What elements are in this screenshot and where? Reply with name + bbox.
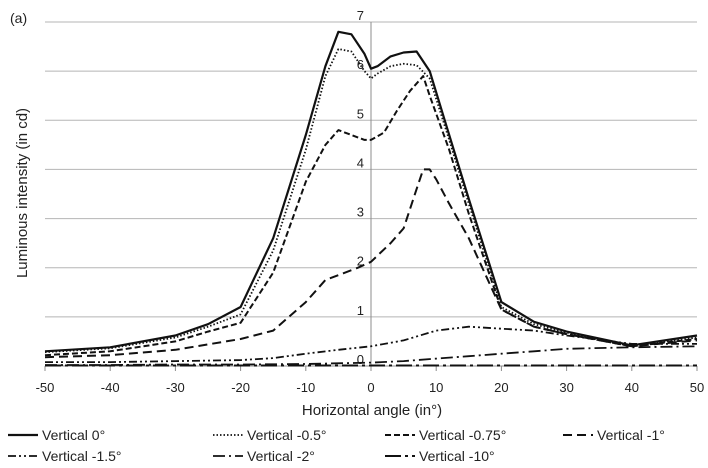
legend-item: Vertical 0° [8, 427, 105, 443]
legend-label: Vertical -2° [247, 448, 315, 464]
x-tick-label: 0 [367, 380, 374, 395]
legend-label: Vertical -10° [419, 448, 495, 464]
y-tick-labels: 1 2 3 4 5 6 7 0 [357, 8, 364, 367]
legend-item: Vertical -2° [213, 448, 315, 464]
series-line-1 [44, 48, 698, 354]
y-tick-label: 0 [357, 352, 364, 367]
series-line-3 [44, 168, 698, 359]
x-tick-label: 10 [429, 380, 443, 395]
legend-label: Vertical -1.5° [42, 448, 122, 464]
legend-item: Vertical -1.5° [8, 448, 122, 464]
series-line-4 [45, 325, 697, 364]
x-tick-label: 20 [494, 380, 508, 395]
series-line-0 [44, 30, 698, 353]
legend-item: Vertical -0.75° [385, 427, 506, 443]
x-tick-label: -50 [36, 380, 55, 395]
legend-label: Vertical -1° [597, 427, 665, 443]
y-tick-label: 2 [357, 254, 364, 269]
series-lines [44, 30, 698, 367]
legend-label: Vertical -0.5° [247, 427, 327, 443]
legend-item: Vertical -10° [385, 448, 495, 464]
x-tick-label: -40 [101, 380, 120, 395]
y-tick-label: 4 [357, 155, 364, 170]
legend-label: Vertical -0.75° [419, 427, 506, 443]
x-tick-label: 40 [625, 380, 639, 395]
x-tick-label: -30 [166, 380, 185, 395]
y-tick-label: 6 [357, 57, 364, 72]
y-tick-label: 7 [357, 8, 364, 23]
axes [44, 22, 698, 371]
y-tick-label: 5 [357, 106, 364, 121]
y-tick-label: 3 [357, 205, 364, 220]
x-tick-label: -20 [231, 380, 250, 395]
x-tick-label: 50 [690, 380, 704, 395]
legend: Vertical 0° Vertical -0.5° Vertical -0.75°… [8, 427, 665, 464]
legend-label: Vertical 0° [42, 427, 105, 443]
x-tick-labels: -50 -40 -30 -20 -10 0 10 20 30 40 50 [36, 380, 705, 395]
legend-item: Vertical -1° [563, 427, 665, 443]
legend-item: Vertical -0.5° [213, 427, 327, 443]
panel-label: (a) [10, 10, 27, 26]
x-axis-title: Horizontal angle (in°) [302, 402, 442, 419]
x-tick-label: -10 [296, 380, 315, 395]
y-tick-label: 1 [357, 303, 364, 318]
y-axis-title: Luminous intensity (in cd) [14, 108, 31, 278]
x-tick-label: 30 [559, 380, 573, 395]
